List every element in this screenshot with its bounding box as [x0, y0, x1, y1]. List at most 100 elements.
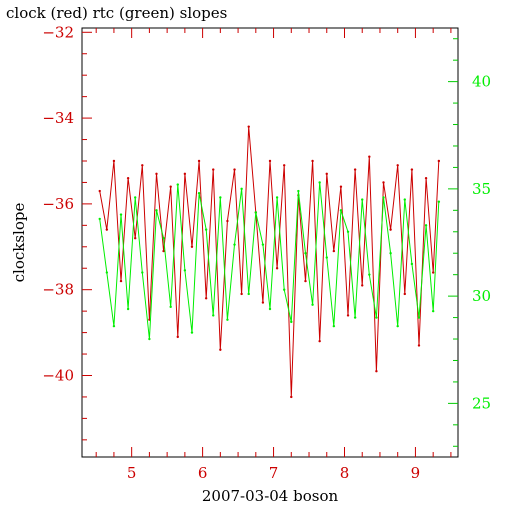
- rtc-data-point: [332, 324, 336, 328]
- clock-data-point: [176, 335, 179, 339]
- rtc-data-point: [282, 288, 286, 291]
- clock-data-point: [261, 301, 265, 304]
- clock-data-point: [311, 159, 314, 163]
- rtc-data-point: [254, 211, 258, 214]
- clock-data-point: [105, 228, 109, 231]
- rtc-data-point: [318, 181, 321, 184]
- rtc-data-point: [325, 256, 328, 259]
- clock-data-point: [141, 164, 144, 167]
- clock-data-point: [219, 348, 222, 351]
- rtc-data-point: [361, 198, 364, 201]
- rtc-data-point: [155, 209, 158, 212]
- rtc-data-point: [197, 191, 201, 195]
- clock-data-point: [325, 172, 328, 176]
- clock-data-point: [190, 245, 194, 248]
- rtc-data-point: [247, 292, 250, 296]
- rtc-data-point: [112, 324, 116, 328]
- rtc-data-point: [382, 196, 385, 199]
- clock-data-point: [417, 344, 421, 347]
- clock-data-point: [339, 185, 343, 188]
- rtc-data-point: [389, 252, 392, 255]
- clock-data-point: [361, 284, 364, 287]
- rtc-data-point: [437, 200, 441, 203]
- rtc-data-point: [240, 187, 243, 191]
- clock-data-point: [134, 237, 137, 240]
- clock-data-point: [275, 267, 279, 270]
- right-y-tick-label: 25: [472, 394, 491, 412]
- rtc-data-point: [212, 314, 215, 317]
- rtc-data-point: [311, 303, 314, 306]
- clock-data-point: [346, 314, 350, 317]
- clock-data-point: [212, 168, 215, 171]
- rtc-data-point: [176, 183, 179, 186]
- clock-data-point: [247, 125, 250, 128]
- rtc-data-point: [169, 305, 172, 309]
- rtc-data-point: [403, 198, 406, 201]
- rtc-data-point: [98, 217, 101, 221]
- rtc-data-point: [368, 273, 371, 276]
- clock-data-point: [226, 219, 229, 223]
- rtc-data-point: [424, 224, 428, 227]
- chart-title: clock (red) rtc (green) slopes: [6, 4, 227, 22]
- clock-data-point: [437, 159, 441, 163]
- right-y-tick-label: 40: [472, 73, 491, 91]
- left-y-tick-label: −34: [42, 109, 74, 127]
- clock-data-point: [382, 181, 385, 184]
- clock-data-point: [112, 159, 116, 163]
- rtc-data-point: [353, 316, 357, 319]
- plot-frame: [81, 27, 459, 458]
- rtc-data-point: [431, 309, 435, 313]
- rtc-data-point: [339, 209, 343, 212]
- rtc-data-point: [417, 316, 421, 319]
- rtc-data-point: [261, 243, 265, 246]
- rtc-data-point: [134, 196, 137, 199]
- clock-data-point: [183, 172, 187, 176]
- x-tick-label: 8: [340, 464, 350, 482]
- rtc-data-point: [190, 331, 194, 334]
- rtc-data-point: [346, 230, 350, 233]
- rtc-data-point: [375, 316, 378, 319]
- rtc-data-point: [410, 262, 414, 266]
- rtc-data-point: [141, 271, 144, 274]
- right-y-tick-label: 30: [472, 287, 491, 305]
- rtc-data-point: [290, 320, 293, 324]
- clock-data-point: [268, 159, 272, 163]
- rtc-data-point: [226, 318, 229, 321]
- left-y-tick-label: −38: [42, 281, 74, 299]
- clock-data-point: [282, 164, 286, 167]
- clock-data-point: [353, 168, 357, 171]
- clock-data-point: [368, 155, 371, 158]
- rtc-data-point: [148, 337, 151, 341]
- rtc-data-point: [396, 324, 399, 328]
- rtc-data-point: [304, 252, 307, 255]
- rtc-data-point: [162, 237, 165, 240]
- clock-data-point: [375, 370, 378, 373]
- clock-data-point: [304, 279, 307, 283]
- rtc-data-point: [219, 196, 222, 199]
- clock-data-point: [233, 168, 236, 171]
- x-tick-label: 5: [127, 464, 137, 482]
- clock-data-point: [290, 395, 293, 399]
- rtc-data-point: [105, 271, 109, 274]
- clock-data-point: [332, 249, 336, 253]
- clock-data-point: [155, 172, 158, 176]
- clock-data-point: [431, 271, 435, 274]
- x-tick-label: 7: [269, 464, 279, 482]
- rtc-data-point: [126, 307, 130, 311]
- clock-data-point: [98, 189, 101, 193]
- plot-area: −32 −34 −36 −38 −40 25 30 35 40 5 6 7 8 9: [42, 23, 491, 482]
- clock-data-point: [424, 176, 428, 180]
- left-y-tick-label: −36: [42, 195, 74, 213]
- rtc-data-point: [119, 213, 123, 216]
- rtc-data-point: [275, 196, 279, 199]
- rtc-series-line: [99, 182, 440, 340]
- clock-data-point: [240, 292, 243, 296]
- clock-data-point: [197, 159, 201, 163]
- clock-data-point: [410, 168, 414, 171]
- clock-data-point: [204, 297, 208, 300]
- x-tick-label: 6: [198, 464, 208, 482]
- rtc-data-point: [268, 307, 272, 311]
- x-tick-label: 9: [411, 464, 421, 482]
- clock-data-point: [126, 176, 130, 180]
